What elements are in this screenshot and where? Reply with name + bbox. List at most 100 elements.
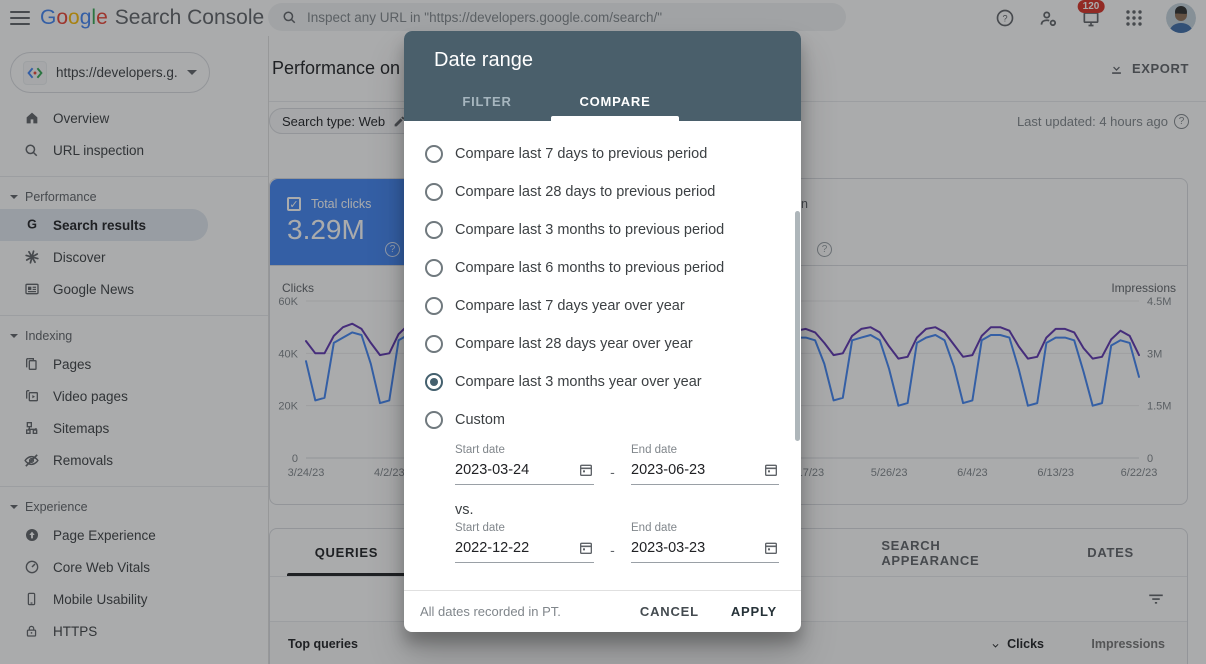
svg-text:6/13/23: 6/13/23 xyxy=(1037,467,1074,479)
hamburger-menu-icon[interactable] xyxy=(10,8,30,28)
tab-queries[interactable]: QUERIES xyxy=(270,529,423,576)
help-icon[interactable]: ? xyxy=(994,7,1016,29)
radio-option-compare-last-3-months-year-over-year[interactable]: Compare last 3 months year over year xyxy=(425,363,791,401)
radio-option-custom[interactable]: Custom xyxy=(425,401,791,439)
sidebar-item-core-web-vitals[interactable]: Core Web Vitals xyxy=(0,551,208,583)
sidebar-section-experience[interactable]: Experience xyxy=(0,495,268,519)
start-date-input[interactable]: 2023-03-24 xyxy=(455,461,594,485)
sidebar-section-performance[interactable]: Performance xyxy=(0,185,268,209)
radio-icon xyxy=(425,145,443,163)
radio-option-compare-last-7-days-year-over-year[interactable]: Compare last 7 days year over year xyxy=(425,287,791,325)
sidebar-item-https[interactable]: HTTPS xyxy=(0,615,208,647)
tab-search-appearance[interactable]: SEARCH APPEARANCE xyxy=(881,537,980,568)
compare-end-date-input[interactable]: 2023-03-23 xyxy=(631,539,779,563)
tab-dates[interactable]: DATES xyxy=(1087,545,1134,560)
svg-text:60K: 60K xyxy=(278,296,298,308)
sidebar-item-mobile-usability[interactable]: Mobile Usability xyxy=(0,583,208,615)
sidebar-item-overview[interactable]: Overview xyxy=(0,102,208,134)
radio-option-label: Compare last 28 days to previous period xyxy=(455,184,716,200)
sidebar-item-removals[interactable]: Removals xyxy=(0,444,208,476)
dialog-scrollbar[interactable] xyxy=(795,211,800,441)
export-button[interactable]: EXPORT xyxy=(1109,61,1189,76)
page-experience-icon xyxy=(23,527,40,544)
section-label: Performance xyxy=(25,190,97,204)
active-tab-indicator xyxy=(551,116,679,121)
radio-icon xyxy=(425,183,443,201)
sidebar-item-google-news[interactable]: Google News xyxy=(0,273,208,305)
last-updated: Last updated: 4 hours ago ? xyxy=(1017,114,1189,129)
sidebar-item-sitemaps[interactable]: Sitemaps xyxy=(0,412,208,444)
svg-text:5/26/23: 5/26/23 xyxy=(871,467,908,479)
sidebar-item-page-experience[interactable]: Page Experience xyxy=(0,519,208,551)
svg-text:0: 0 xyxy=(1147,453,1153,465)
search-icon xyxy=(23,142,40,159)
sidebar-item-pages[interactable]: Pages xyxy=(0,348,208,380)
end-date-label: End date xyxy=(631,522,678,534)
filter-icon[interactable] xyxy=(1147,590,1165,608)
news-icon xyxy=(23,281,40,298)
tab-filter[interactable]: FILTER xyxy=(462,93,512,109)
search-type-chip[interactable]: Search type: Web xyxy=(269,108,418,134)
chevron-down-icon xyxy=(187,70,197,75)
radio-option-compare-last-3-months-to-previous-period[interactable]: Compare last 3 months to previous period xyxy=(425,211,791,249)
edit-pencil-icon xyxy=(394,116,405,126)
tab-compare[interactable]: COMPARE xyxy=(579,93,651,109)
help-icon[interactable]: ? xyxy=(1174,114,1189,129)
table-header-clicks[interactable]: Clicks xyxy=(990,637,1044,651)
notifications-icon[interactable]: 120 xyxy=(1077,0,1105,29)
radio-option-compare-last-28-days-year-over-year[interactable]: Compare last 28 days year over year xyxy=(425,325,791,363)
dimension-tabs: QUERIES SEARCH APPEARANCE DATES xyxy=(270,529,1187,577)
sidebar-item-label: Mobile Usability xyxy=(53,591,148,607)
sidebar-item-video-pages[interactable]: Video pages xyxy=(0,380,208,412)
video-pages-icon xyxy=(23,388,40,405)
svg-text:?: ? xyxy=(1002,13,1007,23)
sidebar: https://developers.g... Overview URL insp… xyxy=(0,36,269,664)
sidebar-item-label: Google News xyxy=(53,281,135,297)
google-logo-text: Google xyxy=(40,6,108,29)
compare-start-date-input[interactable]: 2022-12-22 xyxy=(455,539,594,563)
cancel-button[interactable]: CANCEL xyxy=(632,598,707,625)
radio-option-compare-last-7-days-to-previous-period[interactable]: Compare last 7 days to previous period xyxy=(425,135,791,173)
sidebar-item-label: Pages xyxy=(53,356,92,372)
calendar-icon[interactable] xyxy=(578,540,594,556)
apply-button[interactable]: APPLY xyxy=(723,598,785,625)
total-clicks-card[interactable]: ✓ Total clicks 3.29M ? xyxy=(270,179,414,265)
radio-icon xyxy=(425,221,443,239)
date-range-primary: Start date End date 2023-03-24 - 2023-06… xyxy=(455,444,779,485)
end-date-input[interactable]: 2023-06-23 xyxy=(631,461,779,485)
section-label: Indexing xyxy=(25,329,73,343)
table-header-impressions[interactable]: Impressions xyxy=(1091,637,1165,651)
url-inspect-searchbar[interactable]: Inspect any URL in "https://developers.g… xyxy=(268,3,846,31)
apps-grid-icon[interactable] xyxy=(1123,7,1145,29)
sidebar-item-discover[interactable]: Discover xyxy=(0,241,208,273)
calendar-icon[interactable] xyxy=(763,462,779,478)
property-selector[interactable]: https://developers.g... xyxy=(10,52,210,93)
notification-count-badge: 120 xyxy=(1077,0,1105,13)
settings-icon[interactable] xyxy=(1037,7,1059,29)
radio-option-label: Compare last 7 days to previous period xyxy=(455,146,708,162)
help-icon[interactable]: ? xyxy=(817,242,832,257)
search-icon xyxy=(283,11,296,23)
checkbox-checked-icon: ✓ xyxy=(287,197,301,211)
sidebar-item-search-results[interactable]: G Search results xyxy=(0,209,208,241)
date-range-dialog: Date range FILTER COMPARE Compare last 7… xyxy=(404,31,801,632)
radio-option-compare-last-6-months-to-previous-period[interactable]: Compare last 6 months to previous period xyxy=(425,249,791,287)
svg-text:20K: 20K xyxy=(278,401,298,413)
svg-text:3/24/23: 3/24/23 xyxy=(288,467,325,479)
table-header-top-queries: Top queries xyxy=(288,637,358,651)
calendar-icon[interactable] xyxy=(578,462,594,478)
sidebar-item-label: Discover xyxy=(53,249,106,265)
calendar-icon[interactable] xyxy=(763,540,779,556)
core-web-vitals-icon xyxy=(23,559,40,576)
user-avatar[interactable] xyxy=(1166,3,1196,33)
sidebar-section-indexing[interactable]: Indexing xyxy=(0,324,268,348)
radio-option-compare-last-28-days-to-previous-period[interactable]: Compare last 28 days to previous period xyxy=(425,173,791,211)
sidebar-item-url-inspection[interactable]: URL inspection xyxy=(0,134,208,166)
svg-text:4.5M: 4.5M xyxy=(1147,296,1171,308)
card-label: Total clicks xyxy=(311,197,372,211)
radio-selected-icon xyxy=(425,373,443,391)
sidebar-divider xyxy=(0,486,268,487)
help-icon[interactable]: ? xyxy=(385,242,400,257)
chevron-down-icon xyxy=(10,195,18,199)
start-date-label: Start date xyxy=(455,522,505,534)
